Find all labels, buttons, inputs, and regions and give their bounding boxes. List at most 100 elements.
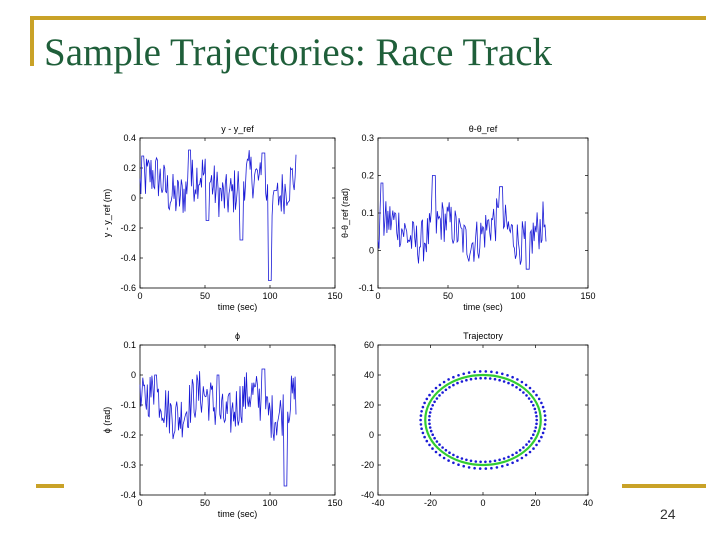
trajectory-point (465, 458, 468, 462)
x-tick-label: -40 (371, 498, 384, 508)
trajectory-point (484, 460, 487, 464)
trajectory-point (535, 418, 538, 422)
trajectory-point (434, 386, 438, 390)
x-axis-label-0: time (sec) (218, 302, 258, 312)
trajectory-point (434, 450, 438, 454)
trajectory-point (522, 391, 525, 394)
y-axis-label-0: y - y_ref (m) (102, 189, 112, 238)
trajectory-point (507, 381, 510, 385)
trajectory-point (423, 401, 426, 405)
trajectory-point (425, 397, 429, 401)
trajectory-point (506, 463, 509, 467)
trajectory-point (522, 446, 525, 449)
x-tick-label: 100 (262, 498, 277, 508)
trajectory-point (460, 457, 464, 460)
trajectory-point (438, 443, 441, 446)
x-tick-label: 50 (443, 291, 453, 301)
trajectory-point (525, 394, 528, 397)
accent-bar-bottom-left (36, 484, 64, 488)
trajectory-point (543, 423, 547, 426)
trajectory-point (502, 457, 506, 460)
accent-bar-bottom-right (622, 484, 706, 488)
x-tick-label: 100 (510, 291, 525, 301)
trajectory-point (540, 401, 543, 405)
trajectory-point (469, 377, 473, 381)
trajectory-point (532, 404, 535, 407)
x-axis-label-2: time (sec) (218, 509, 258, 519)
trajectory-point (516, 378, 519, 381)
x-tick-label: -20 (424, 498, 437, 508)
y-tick-label: -0.4 (120, 490, 136, 500)
y-tick-label: -0.1 (120, 400, 136, 410)
trajectory-point (433, 436, 436, 440)
chart-title-0: y - y_ref (221, 124, 254, 134)
trajectory-point (431, 447, 434, 450)
trajectory-point (511, 461, 514, 465)
y-tick-label: -20 (361, 460, 374, 470)
x-tick-label: 0 (137, 498, 142, 508)
trajectory-point (429, 407, 433, 411)
trajectory-point (495, 466, 499, 469)
x-tick-label: 20 (530, 498, 540, 508)
figure: y - y_ref 0 50 100 150 0.4 0.2 0 -0.2 -0.4 -0.6 tim… (95, 112, 620, 527)
trajectory-point (448, 451, 451, 455)
trajectory-point (533, 429, 537, 433)
trajectory-point (448, 386, 451, 389)
trajectory-point (438, 383, 442, 387)
trajectory-point (421, 405, 425, 409)
accent-bar-top (30, 16, 706, 20)
trajectory-point (534, 411, 538, 414)
y-tick-label: 0.2 (123, 163, 136, 173)
y-tick-label: 0.3 (361, 133, 374, 143)
trajectory-point (462, 464, 466, 468)
trajectory-point (527, 440, 531, 443)
trajectory-point (473, 370, 476, 374)
trajectory-point (506, 374, 509, 377)
trajectory-point (441, 446, 444, 449)
page-title: Sample Trajectories: Race Track (44, 31, 553, 74)
x-tick-label: 0 (137, 291, 142, 301)
trajectory-point (474, 460, 478, 463)
trajectory-point (420, 410, 423, 413)
trajectory-point (543, 427, 546, 431)
trajectory-point (462, 372, 466, 376)
trajectory-point (431, 390, 434, 393)
y-tick-label: -0.2 (120, 430, 136, 440)
trajectory-point (442, 380, 446, 384)
x-tick-label: 0 (480, 498, 485, 508)
trajectory-point (447, 459, 450, 462)
trajectory-point (530, 436, 533, 440)
y-tick-label: 0.4 (123, 133, 136, 143)
trajectory-point (516, 459, 519, 462)
trajectory-point (478, 467, 482, 470)
trajectory-point (488, 460, 492, 463)
trajectory-point (428, 393, 431, 397)
trajectory-point (533, 407, 537, 411)
trajectory-point (535, 414, 538, 418)
trajectory-point (524, 383, 528, 387)
x-tick-label: 100 (262, 291, 277, 301)
trajectory-point (444, 388, 448, 392)
trajectory-point (498, 458, 501, 462)
trajectory-point (431, 433, 435, 437)
trajectory-point (490, 370, 493, 374)
trajectory-point (421, 431, 425, 435)
trajectory-point (457, 374, 460, 377)
trajectory-point (420, 427, 423, 431)
trajectory-point (541, 405, 545, 409)
trajectory-point (444, 448, 448, 452)
trajectory-point (535, 422, 538, 426)
trajectory-point (452, 453, 455, 457)
x-tick-label: 50 (200, 291, 210, 301)
trajectory-point (535, 393, 538, 397)
trajectory-point (527, 397, 531, 400)
y-tick-label: 0.2 (361, 171, 374, 181)
trajectory-point (501, 372, 504, 376)
trajectory-point (524, 453, 528, 457)
y-tick-label: 60 (364, 340, 374, 350)
y-tick-label: -0.2 (120, 223, 136, 233)
trajectory-point (465, 378, 468, 382)
trajectory-point (419, 418, 422, 422)
trajectory-point (501, 464, 504, 468)
trajectory-point (518, 388, 522, 392)
